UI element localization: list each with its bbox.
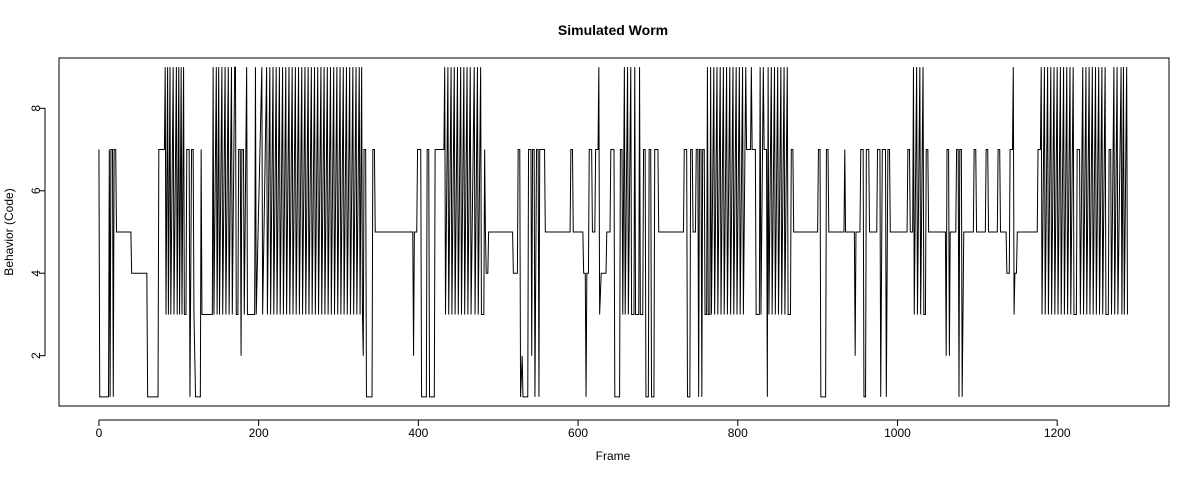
series-layer (98, 66, 1128, 398)
x-tick-label-5: 1000 (884, 426, 911, 440)
series-line-0 (98, 66, 1128, 398)
y-tick-label-1: 4 (29, 270, 43, 277)
y-axis-label: Behavior (Code) (2, 188, 16, 275)
x-tick-label-1: 200 (249, 426, 269, 440)
x-tick-label-3: 600 (568, 426, 588, 440)
y-tick-label-2: 6 (29, 187, 43, 194)
chart-title: Simulated Worm (558, 22, 668, 38)
x-tick-label-4: 800 (728, 426, 748, 440)
x-tick-label-0: 0 (96, 426, 103, 440)
x-tick-label-2: 400 (408, 426, 428, 440)
plot-frame (58, 57, 1170, 407)
y-tick-label-3: 8 (29, 105, 43, 112)
y-tick-label-0: 2 (29, 352, 43, 359)
x-axis-label: Frame (596, 449, 631, 463)
y-axis: 2 4 6 8 (29, 105, 46, 359)
x-tick-label-6: 1200 (1044, 426, 1071, 440)
x-axis: 0 200 400 600 800 1000 1200 (96, 419, 1071, 440)
